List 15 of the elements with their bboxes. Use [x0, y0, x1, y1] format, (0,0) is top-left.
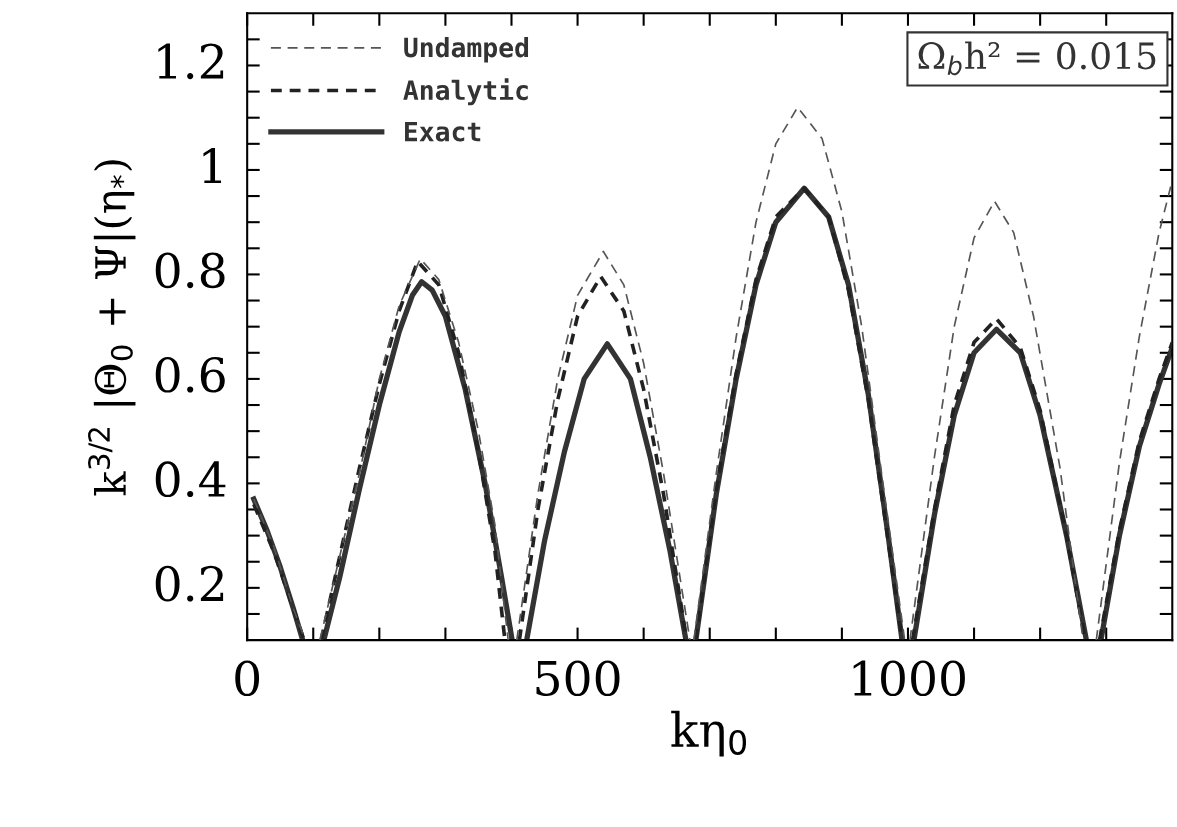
legend-label: Exact: [405, 121, 481, 142]
x-axis-title: kη$_{0}$: [671, 710, 747, 757]
y-tick-label: 1.2: [158, 43, 224, 80]
x-tick-label: 1000: [853, 660, 965, 697]
y-tick-label: 0.2: [155, 565, 224, 602]
y-tick-label: 0.6: [155, 356, 225, 393]
annotation: Ω$_{b}$h² = 0.015: [918, 41, 1156, 76]
y-tick-label: 0.4: [155, 461, 226, 498]
y-tick-label: 0.8: [155, 252, 225, 289]
x-tick-label: 500: [536, 660, 620, 697]
legend-label: Undamped: [404, 36, 529, 63]
legend-label: Analytic: [403, 78, 528, 106]
x-tick-label: 0: [235, 660, 260, 697]
y-tick-label: 1: [203, 147, 222, 183]
y-axis-title: k$^{3/2}$ |Θ$_{0}$ + Ψ|(η$_{*}$): [88, 160, 136, 496]
